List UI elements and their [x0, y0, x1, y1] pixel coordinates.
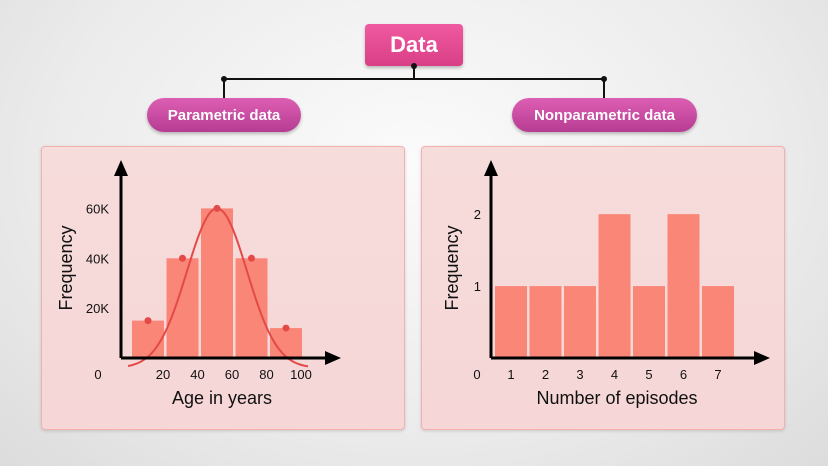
curve-point	[248, 254, 255, 262]
curve-point	[144, 317, 152, 325]
x-tick-label: 3	[576, 367, 583, 382]
y-tick-label: 1	[474, 279, 481, 294]
histogram-bar	[166, 258, 199, 358]
curve-point	[282, 324, 290, 332]
parametric-data-text: Parametric data	[167, 106, 281, 124]
histogram-bar	[132, 320, 164, 358]
origin-label: 0	[94, 367, 101, 382]
x-axis-title: Age in years	[172, 388, 272, 408]
data-root-label: Data	[390, 32, 438, 57]
x-tick-label: 20	[156, 367, 170, 382]
histogram-bar	[633, 286, 665, 358]
connector-dot	[221, 76, 227, 82]
x-tick-label: 60	[225, 367, 239, 382]
nonparametric-data-label: Nonparametric data	[512, 98, 697, 132]
curve-point	[179, 254, 186, 262]
x-axis-title: Number of episodes	[536, 388, 697, 408]
x-tick-label: 4	[611, 367, 618, 382]
x-tick-label: 5	[645, 367, 652, 382]
origin-label: 0	[473, 367, 480, 382]
histogram-bar	[529, 286, 562, 358]
y-axis-title: Frequency	[56, 225, 76, 310]
x-tick-label: 1	[507, 367, 514, 382]
histogram-bar	[235, 258, 268, 358]
data-root-box: Data	[365, 24, 463, 66]
y-axis-title: Frequency	[442, 225, 462, 310]
tree-connector	[223, 66, 605, 98]
histogram-bar	[598, 214, 631, 358]
connector-dot	[411, 63, 417, 69]
y-axis-arrow	[114, 160, 128, 176]
histogram-bar	[667, 214, 700, 358]
curve-point	[213, 204, 221, 212]
histogram-bar	[702, 286, 734, 358]
parametric-histogram: 20K 40K 60K 20 40 60 80 100 0 Age in years Fre…	[56, 160, 341, 408]
x-tick-label: 40	[190, 367, 204, 382]
y-tick-label: 40K	[86, 251, 109, 266]
parametric-data-label: Parametric data	[147, 98, 301, 132]
x-tick-label: 2	[542, 367, 549, 382]
y-tick-label: 2	[474, 207, 481, 222]
nonparametric-histogram: 1 2 1 2 3 4 5 6 7 0 Number of episodes Frequenc…	[442, 160, 770, 408]
x-tick-label: 6	[680, 367, 687, 382]
histogram-bar	[201, 208, 233, 358]
y-tick-label: 60K	[86, 201, 109, 216]
x-axis-arrow	[325, 351, 341, 365]
x-axis-arrow	[754, 351, 770, 365]
y-axis-arrow	[484, 160, 498, 176]
nonparametric-data-text: Nonparametric data	[534, 106, 675, 124]
histogram-bar	[495, 286, 527, 358]
y-tick-label: 20K	[86, 301, 109, 316]
histogram-bar	[564, 286, 596, 358]
connector-dot	[601, 76, 607, 82]
x-tick-label: 100	[290, 367, 312, 382]
x-tick-label: 7	[714, 367, 721, 382]
x-tick-label: 80	[259, 367, 273, 382]
